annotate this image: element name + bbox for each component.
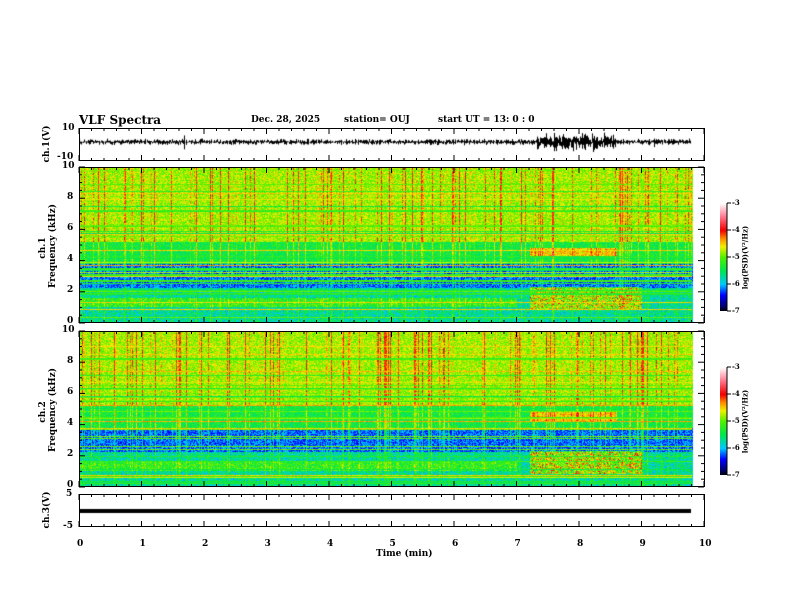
x-tick-label: 10 (699, 539, 712, 549)
x-tick-label: 5 (389, 539, 396, 549)
colorbar-tick-label: -6 (732, 443, 740, 452)
figure-title: VLF Spectra (79, 113, 162, 127)
ch1-ytick-top: 10 (62, 123, 75, 133)
ch2-spectrogram-image (79, 331, 704, 486)
ch3-ytick-top: 5 (66, 489, 73, 499)
x-tick-label: 6 (452, 539, 459, 549)
ch1-spectrogram-image (79, 167, 704, 322)
date-label: Dec. 28, 2025 (251, 115, 321, 125)
colorbar-tick-label: -3 (732, 362, 740, 371)
spectrogram-ytick: 4 (67, 254, 74, 264)
spectrogram-ytick: 10 (62, 161, 75, 171)
colorbar-tick-label: -4 (732, 225, 740, 234)
colorbar-tick-label: -4 (732, 389, 740, 398)
spectrogram-ytick: 8 (67, 356, 74, 366)
x-tick-label: 8 (577, 539, 584, 549)
x-tick-label: 2 (202, 539, 209, 549)
spectrogram-ytick: 4 (67, 418, 74, 428)
colorbar-tick-label: -5 (732, 416, 740, 425)
spectrogram-ytick: 6 (67, 223, 74, 233)
ch3-ytick-bottom: -5 (63, 521, 73, 531)
colorbar-tick-label: -3 (732, 198, 740, 207)
colorbar-tick-label: -7 (732, 306, 740, 315)
spectrogram-ytick: 8 (67, 192, 74, 202)
spectrogram-ytick: 10 (62, 325, 75, 335)
ch1-colorbar (720, 203, 727, 311)
colorbar-tick-label: -7 (732, 470, 740, 479)
x-tick-label: 9 (639, 539, 646, 549)
x-tick-label: 1 (139, 539, 146, 549)
start-ut-label: start UT = 13: 0 : 0 (438, 115, 535, 125)
ch1-ytick-bottom: -10 (57, 152, 74, 162)
x-tick-label: 7 (514, 539, 521, 549)
colorbar-tick-label: -6 (732, 279, 740, 288)
spectrogram-ytick: 2 (67, 285, 74, 295)
spectrogram-ytick: 6 (67, 387, 74, 397)
x-tick-label: 3 (264, 539, 271, 549)
ch2-colorbar (720, 367, 727, 475)
x-tick-label: 4 (327, 539, 334, 549)
colorbar-tick-label: -5 (732, 252, 740, 261)
x-tick-label: 0 (77, 539, 84, 549)
spectrogram-ytick: 2 (67, 449, 74, 459)
spectrogram-ytick: 0 (67, 480, 74, 490)
x-axis-label: Time (min) (376, 549, 433, 559)
spectrogram-ytick: 0 (67, 316, 74, 326)
station-label: station= OUJ (344, 115, 410, 125)
